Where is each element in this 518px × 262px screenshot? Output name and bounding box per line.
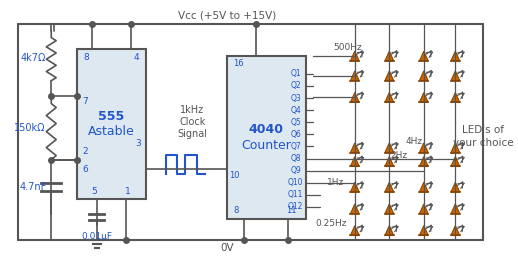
- Text: 5: 5: [92, 187, 97, 196]
- Text: 0V: 0V: [220, 243, 234, 253]
- Polygon shape: [385, 71, 394, 81]
- Polygon shape: [420, 143, 428, 153]
- Polygon shape: [420, 204, 428, 214]
- Text: Q9: Q9: [290, 166, 301, 175]
- Text: 1Hz: 1Hz: [326, 178, 344, 187]
- Text: 1: 1: [125, 187, 131, 196]
- Text: Q4: Q4: [290, 106, 301, 114]
- Polygon shape: [385, 157, 394, 166]
- Polygon shape: [420, 182, 428, 192]
- Text: 4k7Ω: 4k7Ω: [21, 53, 46, 63]
- Polygon shape: [451, 92, 460, 102]
- Text: Q3: Q3: [290, 94, 301, 102]
- Text: 555: 555: [98, 110, 124, 123]
- Text: Q11: Q11: [288, 190, 304, 199]
- Text: 3: 3: [135, 139, 141, 148]
- Text: LED's of: LED's of: [462, 125, 504, 135]
- Text: 2: 2: [82, 147, 88, 156]
- Text: Q2: Q2: [291, 81, 301, 90]
- Polygon shape: [385, 92, 394, 102]
- Polygon shape: [451, 143, 460, 153]
- Polygon shape: [385, 143, 394, 153]
- Text: 1kHz: 1kHz: [180, 105, 204, 115]
- Polygon shape: [385, 204, 394, 214]
- Text: Q8: Q8: [291, 154, 301, 163]
- Text: 8: 8: [234, 206, 239, 215]
- Text: 2Hz: 2Hz: [391, 151, 408, 160]
- Polygon shape: [350, 51, 359, 61]
- Text: Q10: Q10: [288, 178, 304, 187]
- Text: Astable: Astable: [88, 125, 135, 139]
- Polygon shape: [451, 51, 460, 61]
- Text: 16: 16: [233, 59, 244, 68]
- Text: 500Hz: 500Hz: [333, 43, 362, 52]
- Polygon shape: [350, 182, 359, 192]
- Text: Q1: Q1: [291, 69, 301, 78]
- Text: 11: 11: [286, 206, 297, 215]
- Text: Clock: Clock: [179, 117, 205, 127]
- Polygon shape: [451, 157, 460, 166]
- Text: Q6: Q6: [290, 130, 301, 139]
- Text: 4: 4: [133, 53, 139, 62]
- Text: your choice: your choice: [453, 138, 513, 148]
- Text: Signal: Signal: [177, 129, 207, 139]
- Text: 150kΩ: 150kΩ: [14, 123, 45, 133]
- Bar: [77, 49, 146, 199]
- Polygon shape: [420, 226, 428, 236]
- Polygon shape: [420, 71, 428, 81]
- Text: 7: 7: [82, 97, 88, 106]
- Polygon shape: [451, 204, 460, 214]
- Text: Counter: Counter: [241, 139, 291, 152]
- Text: 0.01μF: 0.01μF: [81, 232, 112, 241]
- Text: 6: 6: [82, 165, 88, 174]
- Text: 10: 10: [229, 171, 240, 180]
- Polygon shape: [350, 226, 359, 236]
- Polygon shape: [350, 71, 359, 81]
- Bar: [227, 56, 306, 219]
- Text: 8: 8: [84, 53, 90, 62]
- Polygon shape: [420, 157, 428, 166]
- Polygon shape: [420, 92, 428, 102]
- Polygon shape: [350, 92, 359, 102]
- Text: 4.7nF: 4.7nF: [20, 182, 47, 192]
- Text: Q12: Q12: [288, 202, 304, 211]
- Text: Vcc (+5V to +15V): Vcc (+5V to +15V): [178, 11, 276, 21]
- Text: 0.25Hz: 0.25Hz: [315, 219, 347, 228]
- Polygon shape: [420, 51, 428, 61]
- Text: 4040: 4040: [249, 123, 284, 136]
- Polygon shape: [385, 51, 394, 61]
- Polygon shape: [385, 226, 394, 236]
- Polygon shape: [350, 143, 359, 153]
- Text: Q7: Q7: [290, 142, 301, 151]
- Text: 4Hz: 4Hz: [406, 137, 423, 146]
- Polygon shape: [350, 157, 359, 166]
- Text: Q5: Q5: [290, 118, 301, 127]
- Polygon shape: [451, 71, 460, 81]
- Polygon shape: [451, 226, 460, 236]
- Polygon shape: [451, 182, 460, 192]
- Polygon shape: [350, 204, 359, 214]
- Polygon shape: [385, 182, 394, 192]
